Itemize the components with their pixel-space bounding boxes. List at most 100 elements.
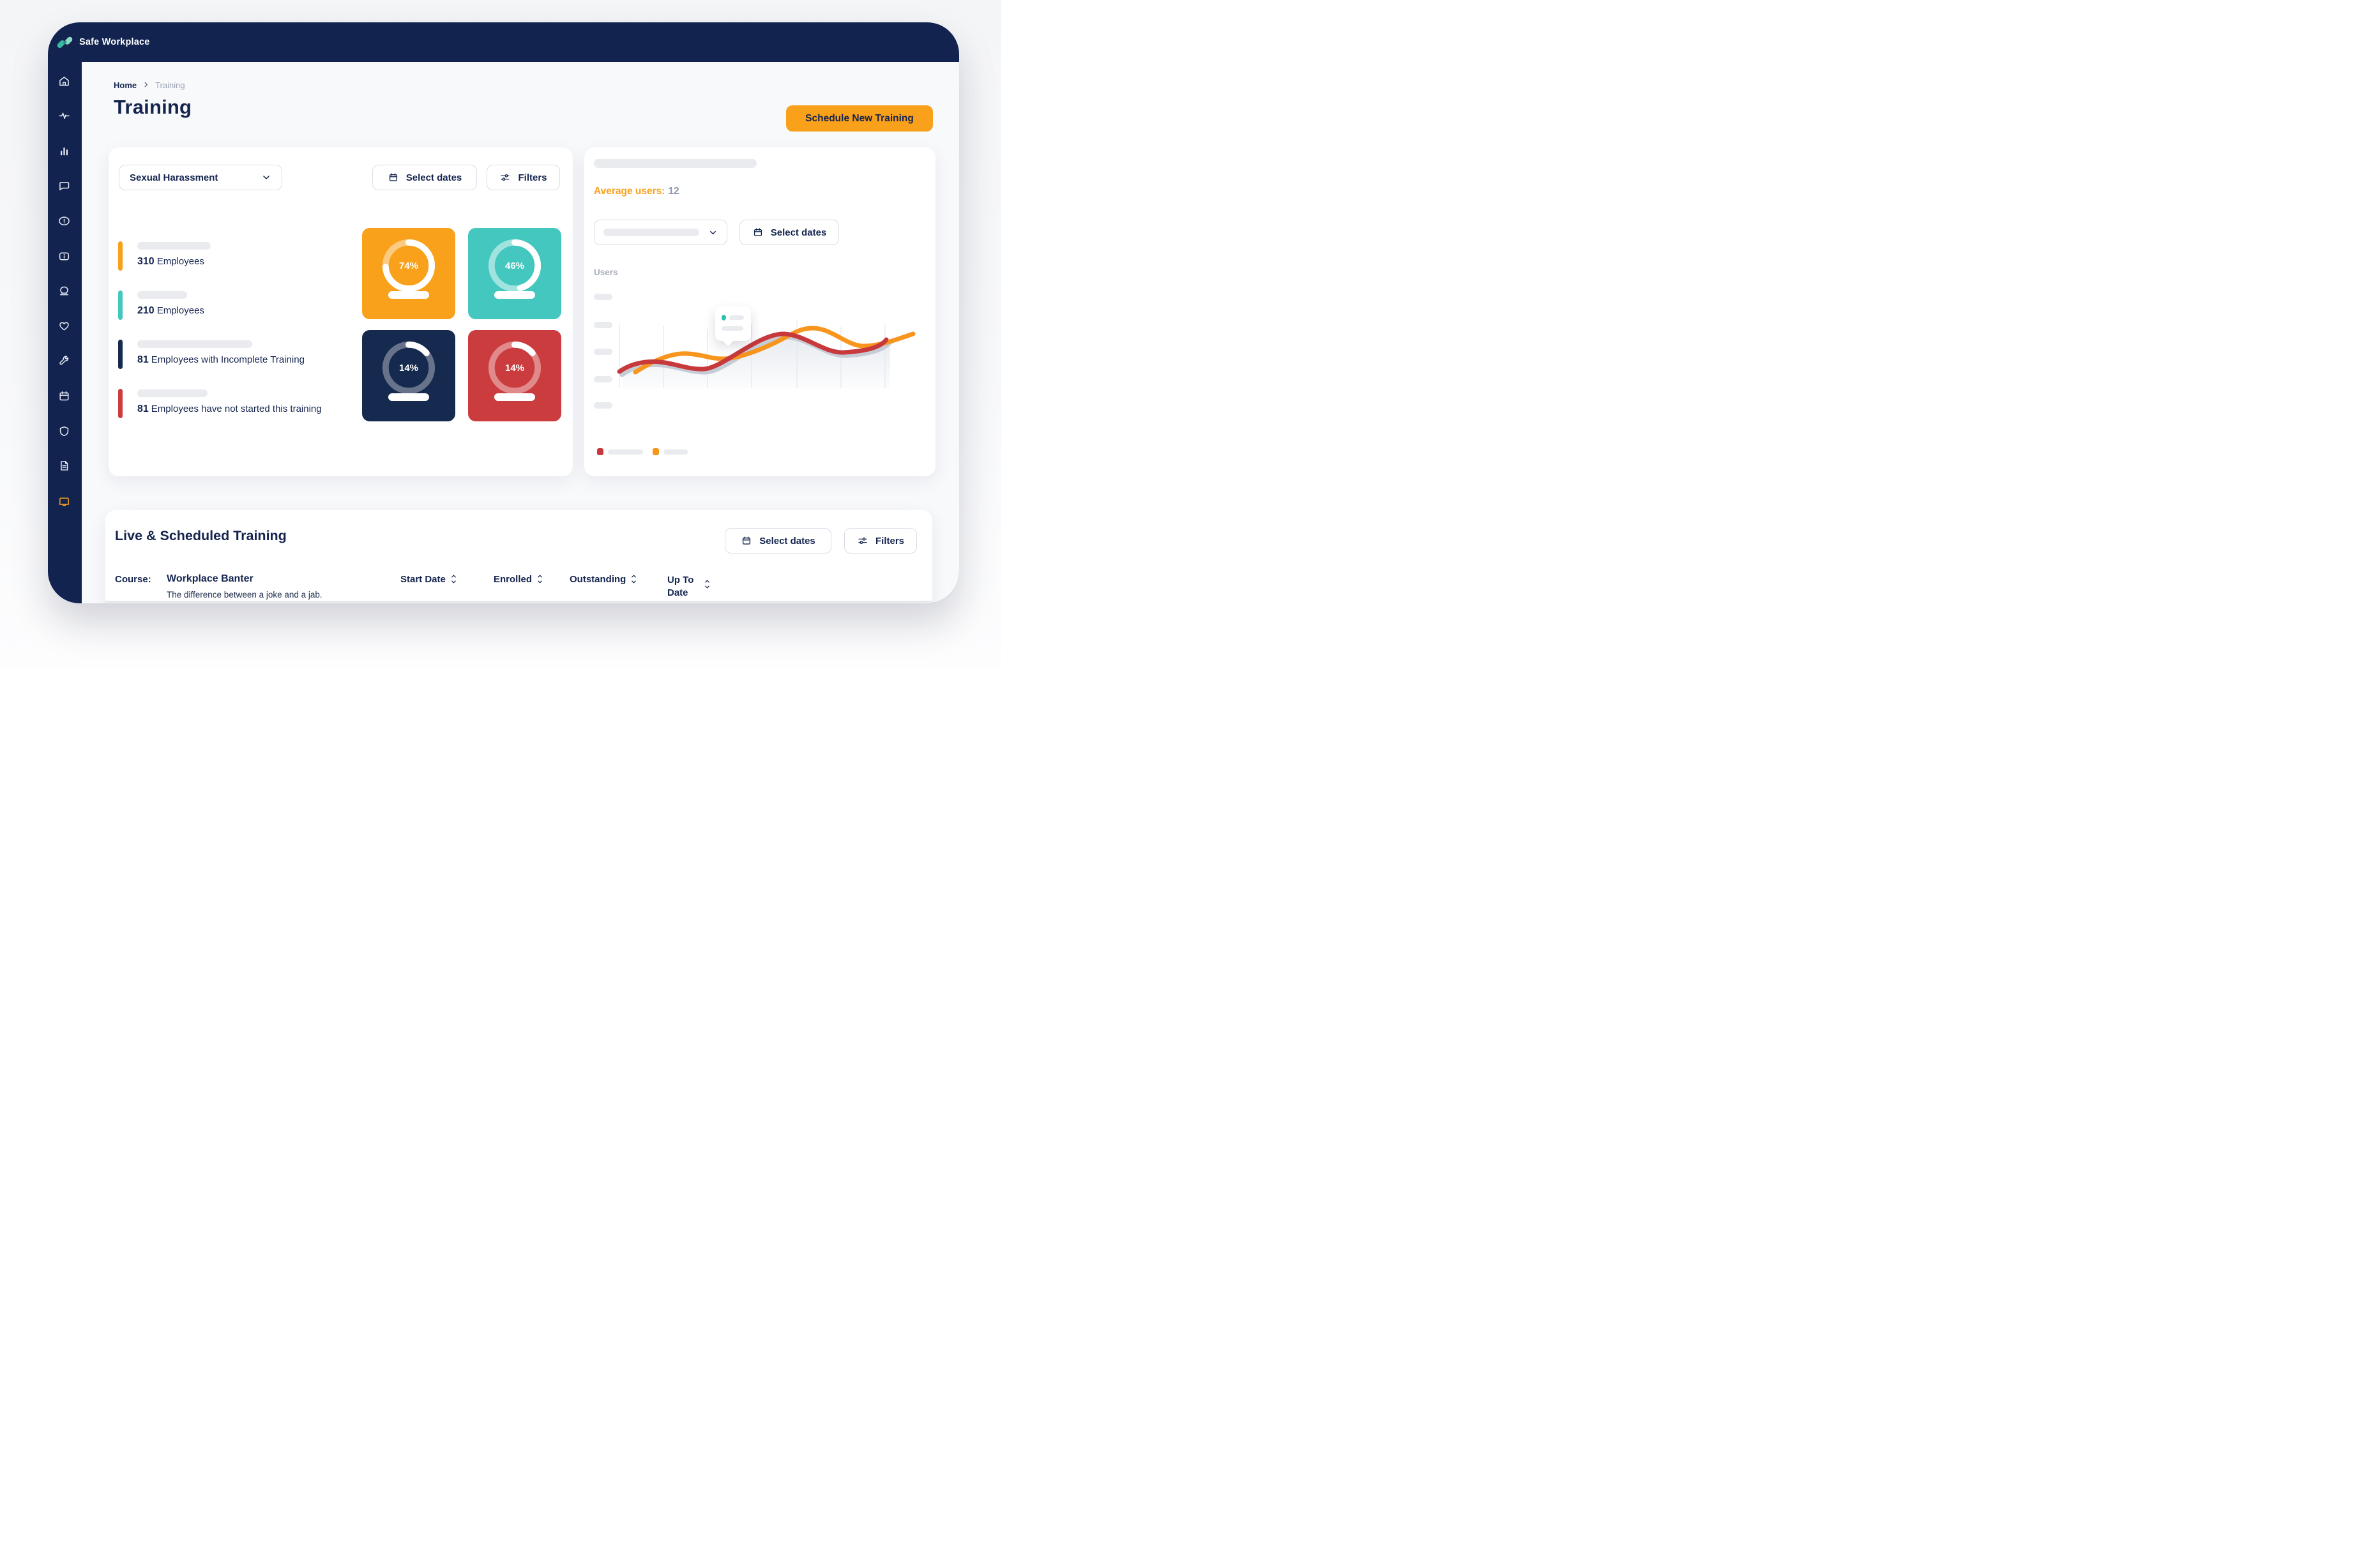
certify-icon xyxy=(59,286,68,295)
legend-color-bar xyxy=(118,340,123,369)
sidebar-item-training[interactable] xyxy=(57,494,71,508)
sidebar-item-wellbeing[interactable] xyxy=(57,319,71,333)
legend-label: 210 Employees xyxy=(137,305,204,316)
course-select[interactable]: Sexual Harassment xyxy=(119,165,282,190)
app-window: Safe Workplace Home Training Training Sc… xyxy=(48,22,959,603)
legend-item-red xyxy=(597,448,643,455)
donut-percent: 74% xyxy=(398,260,419,271)
donut-chart: 14% xyxy=(488,341,541,395)
course-description: The difference between a joke and a jab. xyxy=(167,590,322,599)
legend-color-bar xyxy=(118,290,123,320)
sidebar-item-tools[interactable] xyxy=(57,354,71,368)
chevron-down-icon xyxy=(710,230,716,234)
legend-row: 81 Employees with Incomplete Training xyxy=(118,340,305,369)
course-column-label: Course: xyxy=(115,574,151,585)
select-dates-button[interactable]: Select dates xyxy=(739,220,839,245)
tile-placeholder-bar xyxy=(388,393,429,401)
brand-name: Safe Workplace xyxy=(79,37,150,47)
users-line-chart xyxy=(617,320,916,388)
chat-icon xyxy=(59,181,69,190)
alert-icon xyxy=(58,216,70,225)
select-dates-button[interactable]: Select dates xyxy=(725,528,831,554)
average-users: Average users: 12 xyxy=(594,186,679,197)
skeleton-pill xyxy=(137,340,252,348)
legend-label: 81 Employees with Incomplete Training xyxy=(137,354,305,365)
sidebar-item-documents[interactable] xyxy=(57,458,71,472)
donut-percent: 14% xyxy=(398,362,419,373)
legend-row: 81 Employees have not started this traini… xyxy=(118,389,322,418)
skeleton-tooltip-line xyxy=(722,326,743,331)
skeleton-title xyxy=(594,159,757,168)
column-header-outstanding: Outstanding xyxy=(570,574,637,587)
training-screen-icon xyxy=(59,497,69,506)
sidebar-item-security[interactable] xyxy=(57,424,71,438)
chevron-down-icon xyxy=(263,176,269,179)
skeleton-tooltip-line xyxy=(729,315,744,320)
sidebar-item-messages[interactable] xyxy=(57,179,71,193)
home-icon xyxy=(59,76,69,86)
skeleton-legend-label xyxy=(608,449,643,455)
filters-button[interactable]: Filters xyxy=(487,165,560,190)
calendar-icon xyxy=(743,536,751,545)
breadcrumb-chevron-icon xyxy=(142,80,149,90)
orange-series-swatch xyxy=(653,448,659,455)
course-select-value: Sexual Harassment xyxy=(130,172,218,183)
sidebar-item-certifications[interactable] xyxy=(57,283,71,298)
sidebar-item-calendar[interactable] xyxy=(57,389,71,403)
chart-line-shadow xyxy=(619,335,893,377)
breadcrumb-home-link[interactable]: Home xyxy=(114,80,137,90)
donut-chart: 14% xyxy=(382,341,435,395)
chart-legend xyxy=(597,448,688,455)
tile-placeholder-bar xyxy=(494,393,535,401)
skeleton-y-tick xyxy=(594,402,612,409)
average-users-label: Average users: xyxy=(594,186,665,197)
course-name[interactable]: Workplace Banter xyxy=(167,573,254,584)
select-dates-label: Select dates xyxy=(405,172,462,183)
sidebar-item-home[interactable] xyxy=(57,74,71,88)
sidebar-item-information[interactable] xyxy=(57,249,71,263)
course-overview-card: Sexual Harassment Select dates Filters 3… xyxy=(109,147,573,476)
brand-logo-icon xyxy=(56,34,73,51)
sidebar-item-activity[interactable] xyxy=(57,109,71,123)
page-title: Training xyxy=(114,96,192,118)
schedule-new-training-button[interactable]: Schedule New Training xyxy=(786,105,933,132)
column-header-up-to-date: Up To Date xyxy=(667,574,717,600)
sort-outstanding-icon[interactable] xyxy=(631,574,637,587)
legend-color-bar xyxy=(118,389,123,418)
legend-row: 310 Employees xyxy=(118,241,211,271)
legend-item-orange xyxy=(653,448,688,455)
chart-tooltip xyxy=(715,306,751,346)
filter-sliders-icon xyxy=(858,537,867,545)
chart-filter-select[interactable] xyxy=(594,220,727,245)
donut-chart: 46% xyxy=(488,239,541,292)
activity-icon xyxy=(58,112,70,119)
bar-chart-icon xyxy=(60,147,68,155)
chart-axis-title: Users xyxy=(594,268,618,277)
donut-percent: 14% xyxy=(504,362,525,373)
legend-color-bar xyxy=(118,241,123,271)
users-chart-card: Average users: 12 Select dates Users xyxy=(584,147,935,476)
sort-start-date-icon[interactable] xyxy=(451,574,457,587)
sort-enrolled-icon[interactable] xyxy=(537,574,543,587)
sidebar-item-alerts[interactable] xyxy=(57,214,71,228)
column-header-enrolled: Enrolled xyxy=(494,574,543,587)
sidebar-item-reports[interactable] xyxy=(57,144,71,158)
sort-up-to-date-icon[interactable] xyxy=(704,579,710,600)
skeleton-pill xyxy=(137,242,211,250)
shield-icon xyxy=(59,426,68,436)
column-header-start-date: Start Date xyxy=(400,574,457,587)
donut-percent: 46% xyxy=(504,260,525,271)
filter-sliders-icon xyxy=(501,174,510,181)
calendar-icon xyxy=(753,228,762,236)
stat-tile-not-started: 14% xyxy=(468,330,561,421)
stat-tile-in-progress: 46% xyxy=(468,228,561,319)
filters-button[interactable]: Filters xyxy=(844,528,917,554)
calendar-icon xyxy=(59,391,69,400)
calendar-icon xyxy=(389,173,397,181)
skeleton-pill xyxy=(137,389,208,397)
main-content: Home Training Training Schedule New Trai… xyxy=(82,62,959,603)
heart-icon xyxy=(59,322,69,330)
legend-label: 81 Employees have not started this traini… xyxy=(137,403,322,414)
select-dates-button[interactable]: Select dates xyxy=(372,165,477,190)
filters-label: Filters xyxy=(875,535,904,547)
